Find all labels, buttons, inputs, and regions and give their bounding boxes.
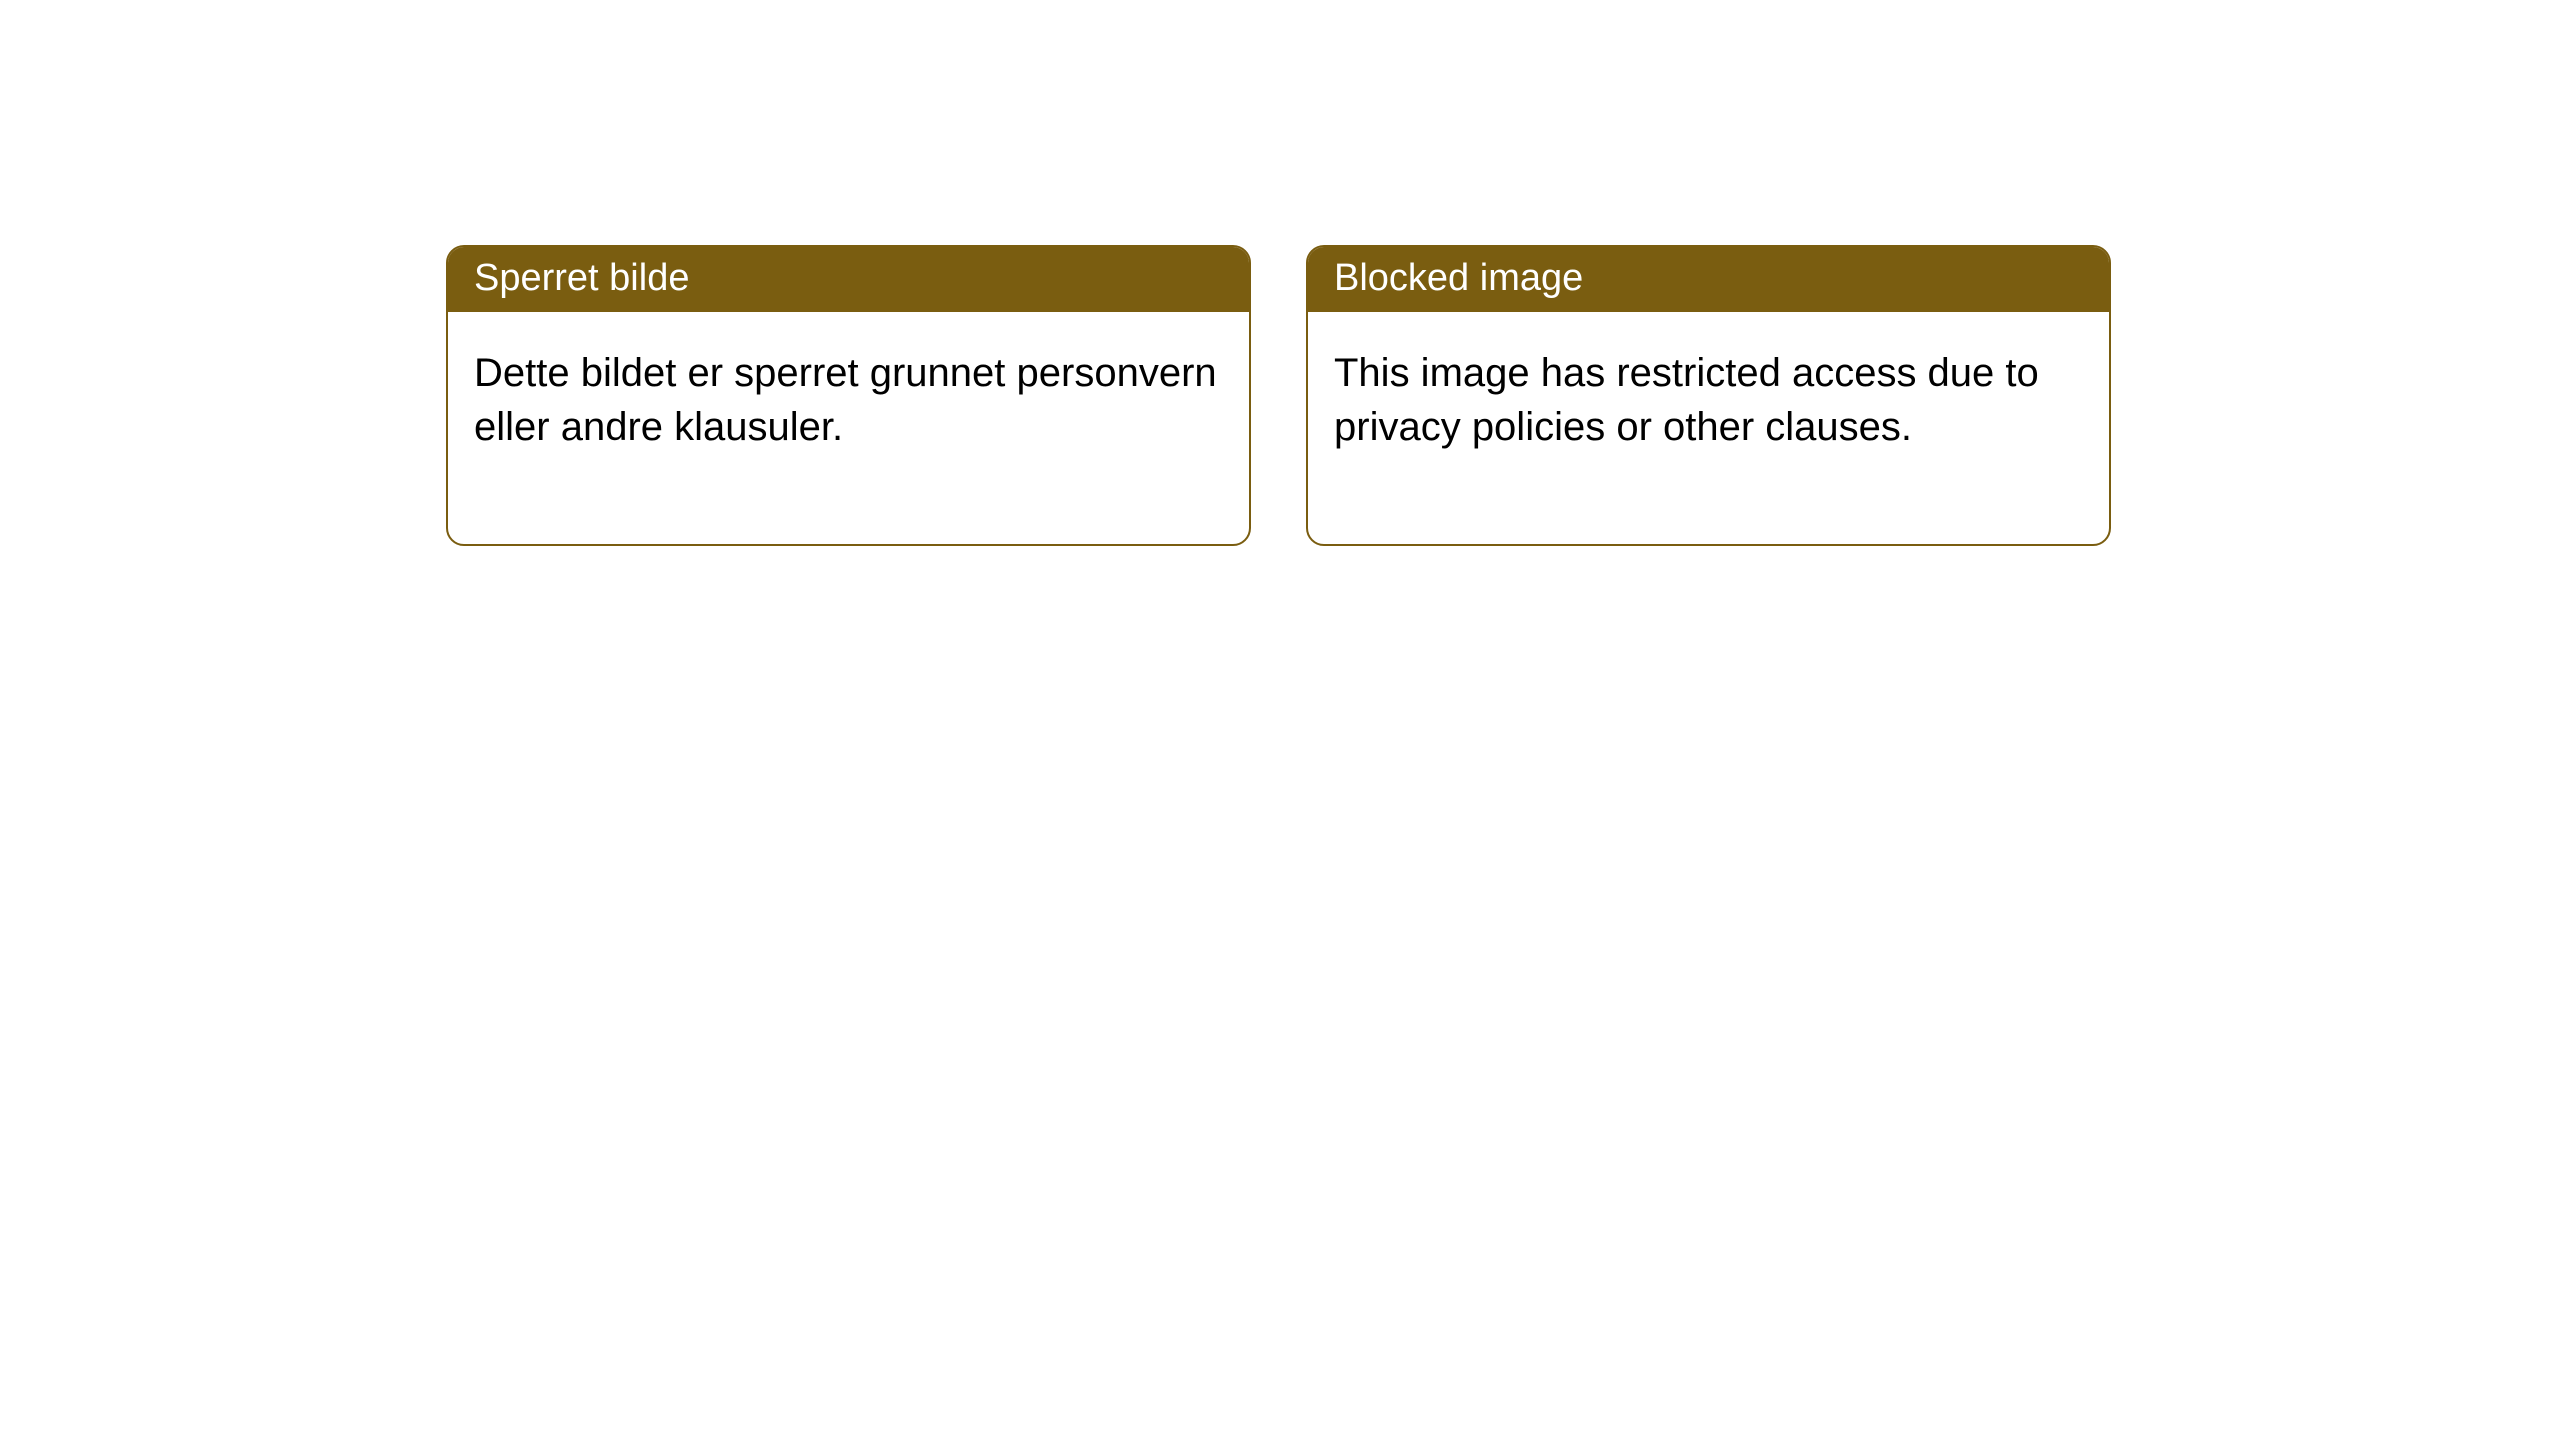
notice-card-title: Blocked image — [1308, 247, 2109, 312]
notice-card-body: This image has restricted access due to … — [1308, 312, 2109, 544]
notice-card-title: Sperret bilde — [448, 247, 1249, 312]
notice-card-english: Blocked image This image has restricted … — [1306, 245, 2111, 546]
notice-card-norwegian: Sperret bilde Dette bildet er sperret gr… — [446, 245, 1251, 546]
notice-container: Sperret bilde Dette bildet er sperret gr… — [446, 245, 2111, 546]
notice-card-body: Dette bildet er sperret grunnet personve… — [448, 312, 1249, 544]
